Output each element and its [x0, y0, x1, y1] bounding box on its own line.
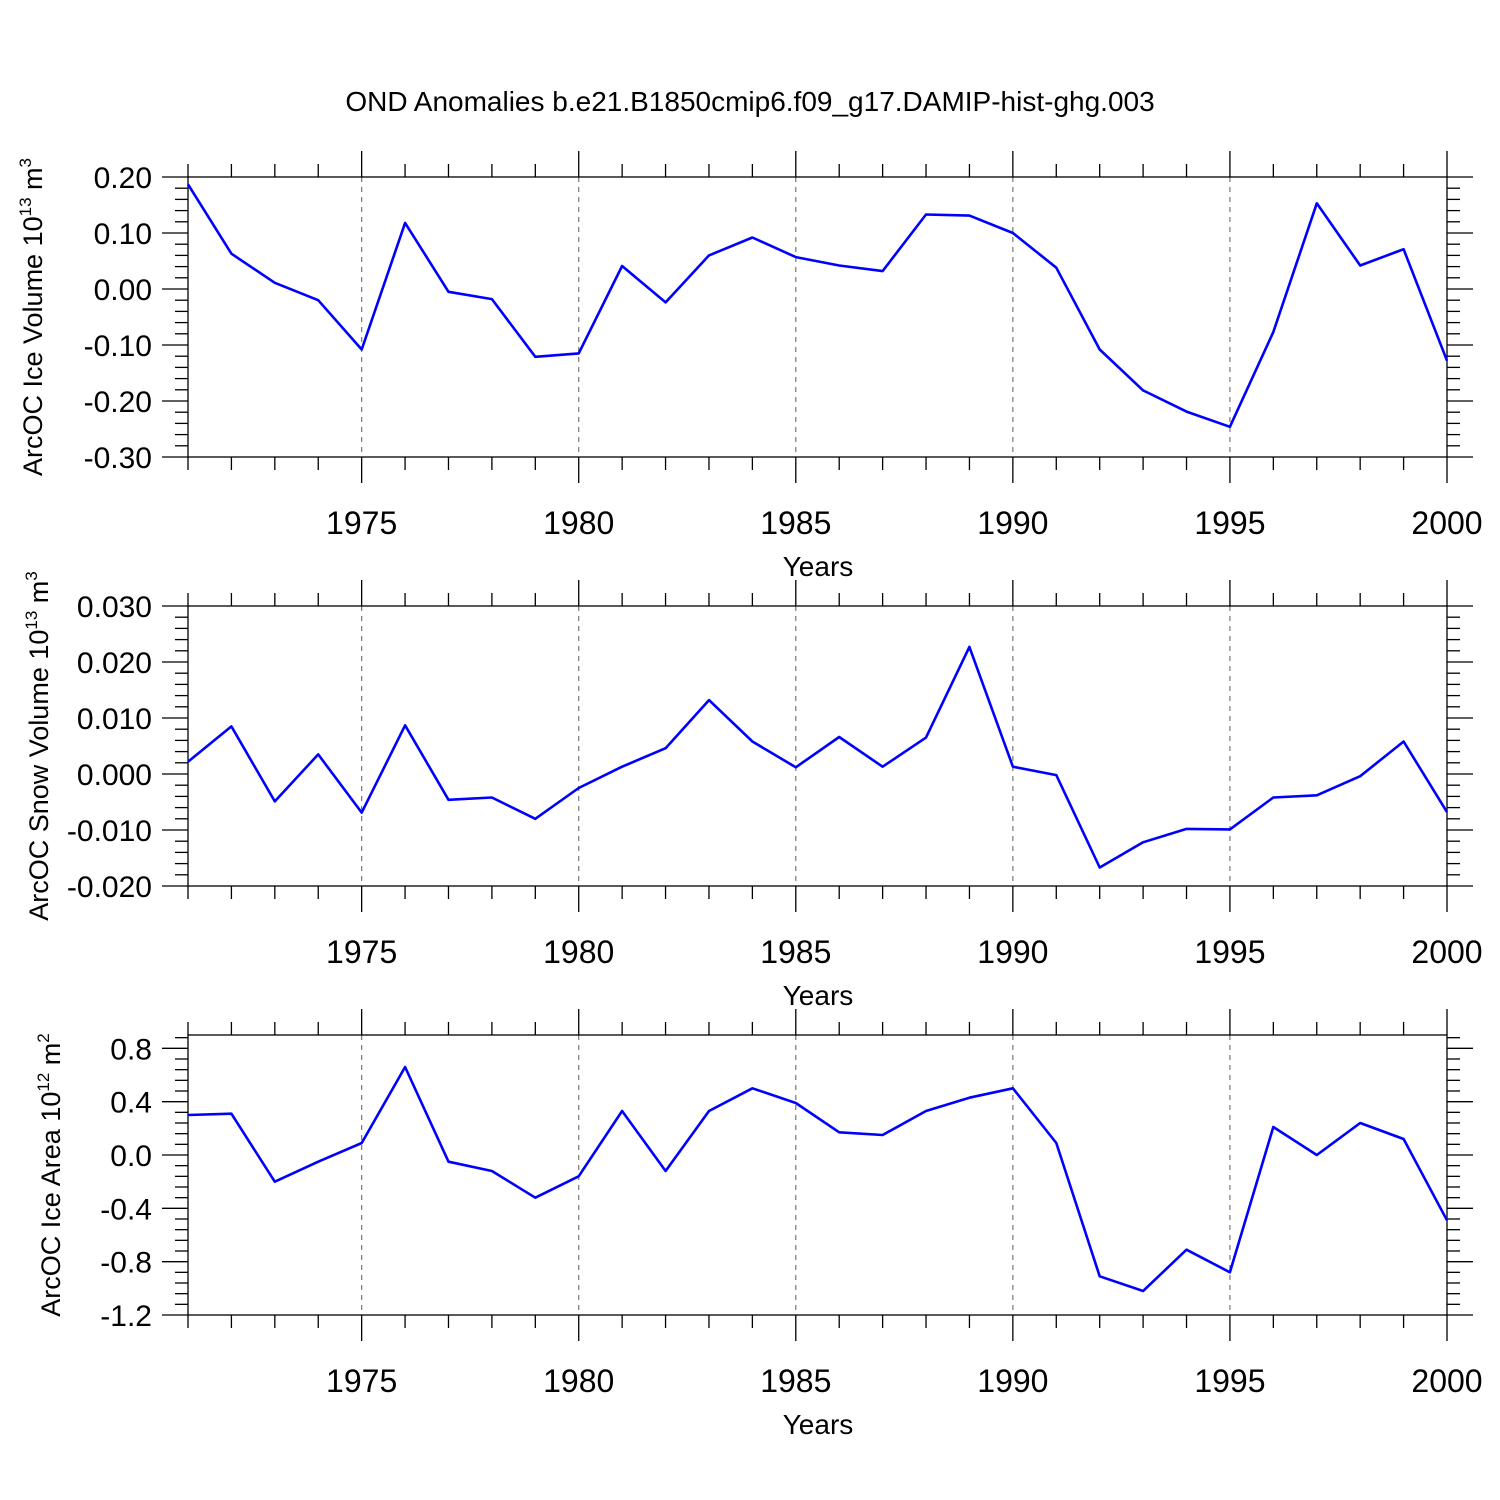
y-tick-label: 0.000 [77, 759, 152, 792]
series-line [186, 183, 1449, 429]
figure-title: OND Anomalies b.e21.B1850cmip6.f09_g17.D… [345, 86, 1154, 117]
panel-2: 0.030 0.020 0.010 0.000 -0.010 -0.020 1975 1980… [22, 571, 1483, 1011]
x-tick-label: 2000 [1411, 934, 1482, 970]
x-tick-label: 1980 [543, 1363, 614, 1399]
panel-1: 0.20 0.10 0.00 -0.10 -0.20 -0.30 1975 1980 1985 1… [16, 151, 1483, 582]
plot-frame [187, 1034, 1448, 1316]
y-tick-label: 0.00 [94, 274, 152, 307]
x-tick-label: 1995 [1194, 505, 1265, 541]
panels: 0.20 0.10 0.00 -0.10 -0.20 -0.30 1975 1980 1985 1… [16, 151, 1483, 1440]
x-tick-label: 1995 [1194, 1363, 1265, 1399]
x-axis-label: Years [783, 1409, 854, 1440]
y-tick-label: -1.2 [100, 1300, 152, 1333]
y-tick-label: -0.010 [67, 815, 152, 848]
x-tick-label: 1990 [977, 505, 1048, 541]
y-tick-label: 0.4 [110, 1087, 152, 1120]
y-axis-label: ArcOC Snow Volume 1013 m3 [22, 571, 54, 921]
y-tick-label: 0.010 [77, 703, 152, 736]
x-tick-label: 1995 [1194, 934, 1265, 970]
plot-frame [187, 605, 1448, 887]
y-tick-label: -0.10 [84, 330, 152, 363]
series-line [187, 1065, 1449, 1293]
y-tick-label: -0.8 [100, 1247, 152, 1280]
y-tick-label: 0.10 [94, 218, 152, 251]
y-tick-label: -0.4 [100, 1193, 152, 1226]
x-tick-label: 1985 [760, 934, 831, 970]
x-tick-label: 1980 [543, 934, 614, 970]
x-tick-label: 1975 [326, 934, 397, 970]
y-tick-label: 0.020 [77, 647, 152, 680]
panel-3: 0.8 0.4 0.0 -0.4 -0.8 -1.2 1975 1980 1985 1990 199… [34, 1009, 1483, 1440]
y-tick-label: 0.030 [77, 591, 152, 624]
x-tick-label: 1975 [326, 505, 397, 541]
y-tick-label: -0.30 [84, 442, 152, 475]
plot-frame [187, 176, 1448, 458]
x-tick-label: 2000 [1411, 505, 1482, 541]
y-tick-label: 0.8 [110, 1033, 152, 1066]
x-axis-label: Years [783, 980, 854, 1011]
x-tick-label: 1985 [760, 1363, 831, 1399]
y-tick-label: 0.20 [94, 162, 152, 195]
series-line [187, 645, 1449, 869]
x-axis-label: Years [783, 551, 854, 582]
y-tick-label: -0.020 [67, 871, 152, 904]
y-tick-label: -0.20 [84, 386, 152, 419]
x-tick-label: 1975 [326, 1363, 397, 1399]
x-tick-label: 1990 [977, 934, 1048, 970]
x-tick-label: 1985 [760, 505, 831, 541]
y-axis-label: ArcOC Ice Volume 1013 m3 [16, 158, 48, 476]
y-tick-label: 0.0 [110, 1140, 152, 1173]
x-tick-label: 1990 [977, 1363, 1048, 1399]
x-tick-label: 2000 [1411, 1363, 1482, 1399]
y-axis-label: ArcOC Ice Area 1012 m2 [34, 1033, 66, 1317]
x-tick-label: 1980 [543, 505, 614, 541]
